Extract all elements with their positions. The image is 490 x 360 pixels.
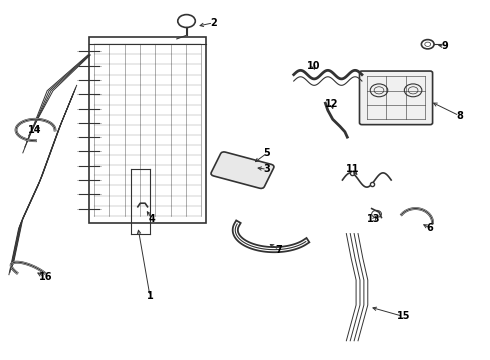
Text: 14: 14 [28,125,41,135]
Text: 5: 5 [264,148,270,158]
Text: 13: 13 [368,214,381,224]
Text: 8: 8 [456,111,463,121]
Text: 15: 15 [396,311,410,321]
Text: 11: 11 [345,164,359,174]
Text: 2: 2 [210,18,217,28]
FancyBboxPatch shape [211,152,274,188]
Text: 7: 7 [276,245,282,255]
Text: 10: 10 [306,61,320,71]
Text: 1: 1 [147,291,153,301]
Text: 4: 4 [149,214,156,224]
Text: 9: 9 [441,41,448,51]
Text: 3: 3 [264,164,270,174]
Text: 12: 12 [325,99,339,109]
Bar [89,37,206,223]
Text: 6: 6 [427,223,434,233]
Text: 16: 16 [39,272,52,282]
FancyBboxPatch shape [360,71,433,125]
